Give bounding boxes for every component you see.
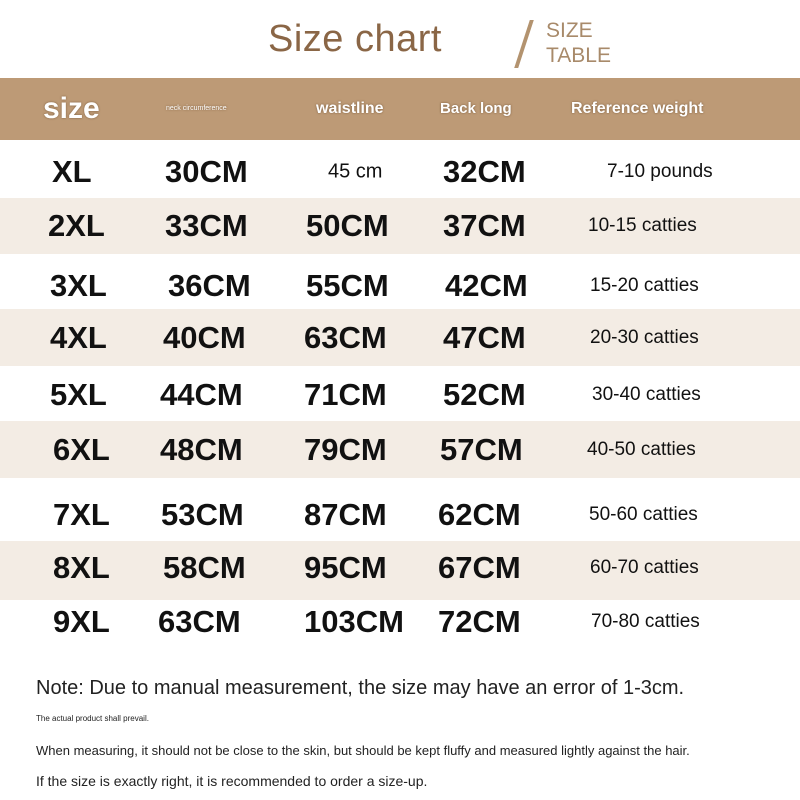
cell-weight: 40-50 catties (587, 439, 696, 460)
cell-waistline: 103CM (304, 604, 404, 639)
cell-size: 8XL (53, 550, 110, 585)
cell-weight: 60-70 catties (590, 557, 699, 578)
subtitle-line-1: SIZE (546, 19, 593, 42)
row-band (0, 541, 800, 600)
note-main: Note: Due to manual measurement, the siz… (36, 677, 685, 699)
cell-size: 7XL (53, 497, 110, 532)
cell-neck: 30CM (165, 154, 248, 189)
cell-neck: 53CM (161, 497, 244, 532)
cell-neck: 58CM (163, 550, 246, 585)
cell-back-long: 72CM (438, 604, 521, 639)
cell-weight: 30-40 catties (592, 384, 701, 405)
cell-size: XL (52, 154, 92, 189)
note-prevail: The actual product shall prevail. (36, 714, 149, 723)
row-band (0, 198, 800, 254)
cell-back-long: 42CM (445, 268, 528, 303)
cell-waistline: 95CM (304, 550, 387, 585)
cell-size: 4XL (50, 320, 107, 355)
header-back-long: Back long (440, 100, 512, 117)
cell-neck: 63CM (158, 604, 241, 639)
cell-waistline: 87CM (304, 497, 387, 532)
cell-size: 6XL (53, 432, 110, 467)
cell-size: 9XL (53, 604, 110, 639)
cell-back-long: 67CM (438, 550, 521, 585)
cell-back-long: 32CM (443, 154, 526, 189)
cell-waistline: 79CM (304, 432, 387, 467)
header-waistline: waistline (316, 100, 384, 117)
page-title: Size chart (268, 18, 442, 60)
cell-neck: 48CM (160, 432, 243, 467)
cell-weight: 50-60 catties (589, 504, 698, 525)
row-band (0, 421, 800, 478)
cell-weight: 10-15 catties (588, 215, 697, 236)
cell-back-long: 62CM (438, 497, 521, 532)
cell-weight: 20-30 catties (590, 327, 699, 348)
header-neck: neck circumference (166, 105, 227, 112)
header-weight: Reference weight (571, 100, 704, 117)
cell-weight: 15-20 catties (590, 275, 699, 296)
cell-neck: 44CM (160, 377, 243, 412)
cell-neck: 36CM (168, 268, 251, 303)
cell-back-long: 52CM (443, 377, 526, 412)
cell-back-long: 57CM (440, 432, 523, 467)
cell-waistline: 55CM (306, 268, 389, 303)
table-header: size neck circumference waistline Back l… (0, 78, 800, 140)
cell-back-long: 47CM (443, 320, 526, 355)
cell-weight: 7-10 pounds (607, 161, 713, 182)
cell-waistline: 45 cm (328, 160, 383, 183)
cell-size: 2XL (48, 208, 105, 243)
note-measuring: When measuring, it should not be close t… (36, 743, 690, 758)
row-band (0, 309, 800, 366)
header-size: size (43, 92, 100, 125)
cell-weight: 70-80 catties (591, 611, 700, 632)
note-sizeup: If the size is exactly right, it is reco… (36, 773, 428, 789)
cell-waistline: 50CM (306, 208, 389, 243)
subtitle-line-2: TABLE (546, 44, 611, 67)
cell-neck: 33CM (165, 208, 248, 243)
subtitle: SIZE TABLE (546, 18, 611, 68)
title-slash-divider (514, 20, 534, 68)
cell-waistline: 71CM (304, 377, 387, 412)
cell-size: 3XL (50, 268, 107, 303)
cell-waistline: 63CM (304, 320, 387, 355)
cell-back-long: 37CM (443, 208, 526, 243)
cell-neck: 40CM (163, 320, 246, 355)
cell-size: 5XL (50, 377, 107, 412)
